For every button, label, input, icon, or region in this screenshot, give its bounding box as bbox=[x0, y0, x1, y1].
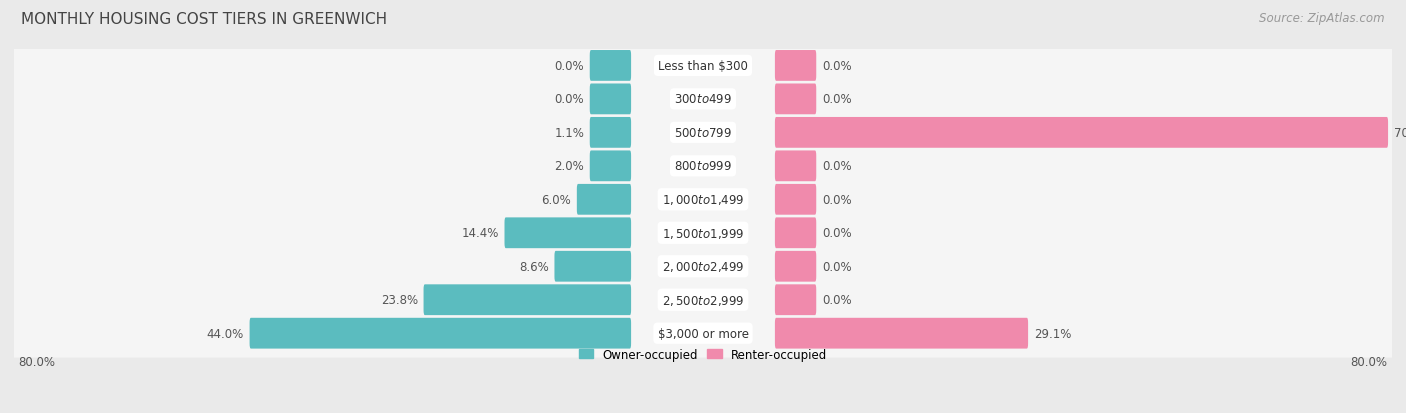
Text: 23.8%: 23.8% bbox=[381, 294, 418, 306]
Text: 6.0%: 6.0% bbox=[541, 193, 571, 206]
Text: 0.0%: 0.0% bbox=[823, 227, 852, 240]
FancyBboxPatch shape bbox=[423, 285, 631, 316]
FancyBboxPatch shape bbox=[775, 185, 817, 215]
FancyBboxPatch shape bbox=[775, 318, 1028, 349]
Text: $800 to $999: $800 to $999 bbox=[673, 160, 733, 173]
Text: 14.4%: 14.4% bbox=[461, 227, 499, 240]
FancyBboxPatch shape bbox=[505, 218, 631, 249]
Text: 0.0%: 0.0% bbox=[823, 60, 852, 73]
FancyBboxPatch shape bbox=[250, 318, 631, 349]
Text: 0.0%: 0.0% bbox=[554, 93, 583, 106]
FancyBboxPatch shape bbox=[11, 242, 1395, 291]
FancyBboxPatch shape bbox=[775, 251, 817, 282]
FancyBboxPatch shape bbox=[775, 118, 1388, 148]
FancyBboxPatch shape bbox=[11, 309, 1395, 358]
FancyBboxPatch shape bbox=[589, 84, 631, 115]
Text: Less than $300: Less than $300 bbox=[658, 60, 748, 73]
FancyBboxPatch shape bbox=[576, 185, 631, 215]
FancyBboxPatch shape bbox=[11, 75, 1395, 124]
Text: $3,000 or more: $3,000 or more bbox=[658, 327, 748, 340]
FancyBboxPatch shape bbox=[11, 142, 1395, 191]
Text: 70.9%: 70.9% bbox=[1393, 126, 1406, 140]
Text: $1,500 to $1,999: $1,500 to $1,999 bbox=[662, 226, 744, 240]
Text: MONTHLY HOUSING COST TIERS IN GREENWICH: MONTHLY HOUSING COST TIERS IN GREENWICH bbox=[21, 12, 387, 27]
Text: 80.0%: 80.0% bbox=[18, 355, 55, 368]
Text: 0.0%: 0.0% bbox=[823, 193, 852, 206]
Text: 0.0%: 0.0% bbox=[823, 260, 852, 273]
FancyBboxPatch shape bbox=[775, 218, 817, 249]
Text: 0.0%: 0.0% bbox=[554, 60, 583, 73]
Text: 0.0%: 0.0% bbox=[823, 93, 852, 106]
FancyBboxPatch shape bbox=[589, 51, 631, 82]
Text: Source: ZipAtlas.com: Source: ZipAtlas.com bbox=[1260, 12, 1385, 25]
Text: 29.1%: 29.1% bbox=[1033, 327, 1071, 340]
Legend: Owner-occupied, Renter-occupied: Owner-occupied, Renter-occupied bbox=[579, 348, 827, 361]
Text: $1,000 to $1,499: $1,000 to $1,499 bbox=[662, 193, 744, 207]
FancyBboxPatch shape bbox=[554, 251, 631, 282]
FancyBboxPatch shape bbox=[11, 176, 1395, 224]
FancyBboxPatch shape bbox=[589, 118, 631, 148]
FancyBboxPatch shape bbox=[589, 151, 631, 182]
Text: 2.0%: 2.0% bbox=[554, 160, 583, 173]
FancyBboxPatch shape bbox=[775, 285, 817, 316]
FancyBboxPatch shape bbox=[11, 275, 1395, 324]
Text: 80.0%: 80.0% bbox=[1351, 355, 1388, 368]
Text: $2,500 to $2,999: $2,500 to $2,999 bbox=[662, 293, 744, 307]
FancyBboxPatch shape bbox=[775, 51, 817, 82]
Text: 0.0%: 0.0% bbox=[823, 160, 852, 173]
Text: 44.0%: 44.0% bbox=[207, 327, 245, 340]
Text: 8.6%: 8.6% bbox=[519, 260, 548, 273]
FancyBboxPatch shape bbox=[11, 209, 1395, 258]
FancyBboxPatch shape bbox=[11, 42, 1395, 90]
FancyBboxPatch shape bbox=[11, 109, 1395, 157]
Text: $500 to $799: $500 to $799 bbox=[673, 126, 733, 140]
FancyBboxPatch shape bbox=[775, 84, 817, 115]
Text: 1.1%: 1.1% bbox=[554, 126, 583, 140]
Text: $2,000 to $2,499: $2,000 to $2,499 bbox=[662, 260, 744, 273]
FancyBboxPatch shape bbox=[775, 151, 817, 182]
Text: $300 to $499: $300 to $499 bbox=[673, 93, 733, 106]
Text: 0.0%: 0.0% bbox=[823, 294, 852, 306]
